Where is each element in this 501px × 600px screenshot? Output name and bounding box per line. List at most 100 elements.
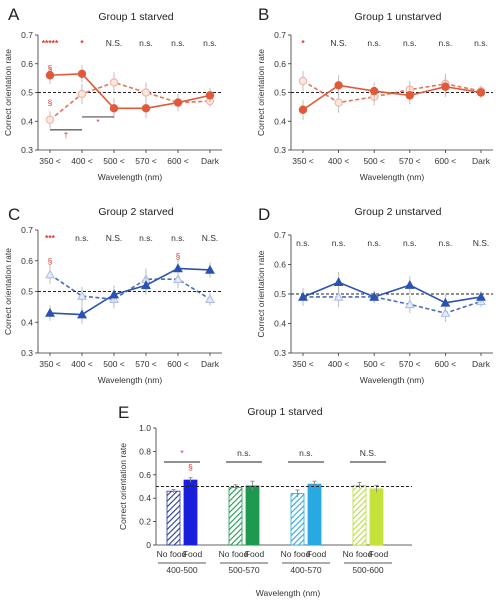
panel-a-xlabel: Wavelength (nm) bbox=[98, 172, 163, 182]
panel-c-annotation-mark: § bbox=[48, 256, 53, 266]
panel-e-significance-label: N.S. bbox=[360, 448, 377, 458]
panel-b-significance-label: n.s. bbox=[403, 38, 417, 48]
panel-c-letter: C bbox=[8, 205, 20, 224]
panel-d-significance-label: n.s. bbox=[403, 238, 417, 248]
panel-b-ytick-label: 0.5 bbox=[274, 88, 286, 98]
panel-a-annotation-mark: § bbox=[48, 63, 53, 73]
panel-d-ytick-label: 0.6 bbox=[274, 260, 286, 270]
panel-d-xtick-label: 500 < bbox=[363, 359, 385, 369]
panel-b-point bbox=[370, 86, 379, 96]
panel-e-group-label: 400-500 bbox=[166, 565, 197, 575]
panel-e-bar-label: No food bbox=[219, 549, 249, 559]
panel-b-xtick-label: Dark bbox=[472, 156, 491, 166]
panel-c-point bbox=[109, 289, 119, 299]
panel-a-significance-label: ***** bbox=[42, 38, 59, 48]
panel-a-annotation-mark: § bbox=[48, 98, 53, 108]
panel-e-bar-food bbox=[245, 485, 260, 546]
panel-e-ytick-label: 0.8 bbox=[139, 446, 151, 456]
panel-d-point bbox=[476, 291, 486, 301]
panel-b-point bbox=[441, 82, 450, 91]
panel-d-point bbox=[298, 291, 308, 301]
panel-a-annotation-mark: * bbox=[96, 117, 100, 127]
panel-c-significance-label: n.s. bbox=[139, 233, 153, 243]
panel-b-xtick-label: 400 < bbox=[328, 156, 350, 166]
panel-d-point bbox=[440, 297, 451, 307]
panel-e-bar-label: Food bbox=[369, 549, 389, 559]
panel-e-significance-label: n.s. bbox=[237, 448, 251, 458]
panel-e-bar-food bbox=[183, 479, 198, 546]
panel-c-point bbox=[45, 269, 55, 279]
panel-d-significance-label: n.s. bbox=[332, 238, 346, 248]
panel-d-xtick-label: 600 < bbox=[435, 359, 457, 369]
panel-b-point bbox=[334, 81, 343, 90]
panel-a-annotation-mark: † bbox=[64, 130, 69, 140]
panel-e-ytick-label: 0.2 bbox=[139, 517, 151, 527]
panel-d-point bbox=[404, 280, 415, 289]
panel-a-letter: A bbox=[8, 5, 20, 24]
panel-e-ytick-label: 0 bbox=[146, 540, 151, 550]
panel-e-ytick-label: 1.0 bbox=[139, 423, 151, 433]
panel-b-xtick-label: 500 < bbox=[363, 156, 385, 166]
panel-d-point bbox=[333, 277, 344, 286]
panel-a-significance-label: n.s. bbox=[171, 38, 185, 48]
panel-b-ytick-label: 0.3 bbox=[274, 145, 286, 155]
panel-c-ytick-label: 0.4 bbox=[21, 317, 33, 327]
panel-a-point bbox=[141, 88, 151, 97]
panel-e-significance-label: n.s. bbox=[299, 448, 313, 458]
panel-d-title: Group 2 unstarved bbox=[355, 206, 442, 218]
panel-c-point bbox=[45, 307, 55, 317]
panel-d-point bbox=[404, 299, 415, 309]
panel-a-xtick-label: 500 < bbox=[103, 156, 125, 166]
panel-a-point bbox=[173, 98, 183, 107]
panel-d-significance-label: n.s. bbox=[439, 238, 453, 248]
panel-b-xtick-label: 600 < bbox=[435, 156, 457, 166]
panel-a-ytick-label: 0.4 bbox=[21, 116, 33, 126]
panel-d-significance-label: n.s. bbox=[296, 238, 310, 248]
panel-b-point bbox=[298, 76, 308, 86]
panel-b-ytick-label: 0.6 bbox=[274, 59, 286, 69]
panel-b-xtick-label: 350 < bbox=[292, 156, 314, 166]
panel-e-ylabel: Correct orientation rate bbox=[118, 443, 128, 530]
panel-e-bar-food bbox=[369, 488, 384, 546]
panel-c-title: Group 2 starved bbox=[98, 206, 173, 218]
panel-d-letter: D bbox=[258, 205, 270, 224]
panel-e-bar-label: No food bbox=[343, 549, 373, 559]
panel-a-series-line-solid bbox=[49, 72, 211, 110]
panel-d-ytick-label: 0.4 bbox=[274, 319, 286, 329]
panel-d-significance-label: n.s. bbox=[367, 238, 381, 248]
panel-a-ytick-label: 0.6 bbox=[21, 59, 33, 69]
panel-d-xtick-label: 350 < bbox=[292, 359, 314, 369]
panel-a-xtick-label: 350 < bbox=[39, 156, 61, 166]
panel-a-title: Group 1 starved bbox=[98, 11, 173, 23]
panel-e-bar-label: Food bbox=[245, 549, 265, 559]
panel-c-annotation-mark: § bbox=[176, 251, 181, 261]
panel-c-xtick-label: Dark bbox=[201, 359, 220, 369]
panel-e-group-label: 400-570 bbox=[290, 565, 321, 575]
panel-d-ytick-label: 0.5 bbox=[274, 289, 286, 299]
panel-d-point bbox=[333, 291, 344, 301]
panel-b-point bbox=[334, 98, 343, 107]
panel-d-point bbox=[369, 291, 380, 301]
panel-d-significance-label: N.S. bbox=[473, 238, 490, 248]
panel-a-point bbox=[77, 69, 87, 79]
panel-a-point bbox=[141, 104, 151, 113]
panel-c-point bbox=[205, 264, 215, 274]
panel-d-ytick-label: 0.3 bbox=[274, 348, 286, 358]
panel-a-significance-label: * bbox=[80, 38, 84, 48]
panel-a-point bbox=[109, 78, 119, 87]
panel-a-ytick-label: 0.5 bbox=[21, 88, 33, 98]
panel-b-significance-label: N.S. bbox=[330, 38, 347, 48]
panel-c-point bbox=[173, 274, 183, 283]
panel-a-series-line-dashed bbox=[49, 81, 211, 121]
panel-b-point bbox=[298, 105, 308, 114]
panel-a-point bbox=[45, 71, 55, 80]
panel-b-significance-label: n.s. bbox=[474, 38, 488, 48]
panel-c-xtick-label: 350 < bbox=[39, 359, 61, 369]
panel-d-xtick-label: 400 < bbox=[328, 359, 350, 369]
panel-b-letter: B bbox=[258, 5, 269, 24]
panel-b-xtick-label: 570 < bbox=[399, 156, 421, 166]
panel-c-ytick-label: 0.5 bbox=[21, 287, 33, 297]
panel-c-significance-label: n.s. bbox=[171, 233, 185, 243]
panel-a-xtick-label: 400 < bbox=[71, 156, 93, 166]
